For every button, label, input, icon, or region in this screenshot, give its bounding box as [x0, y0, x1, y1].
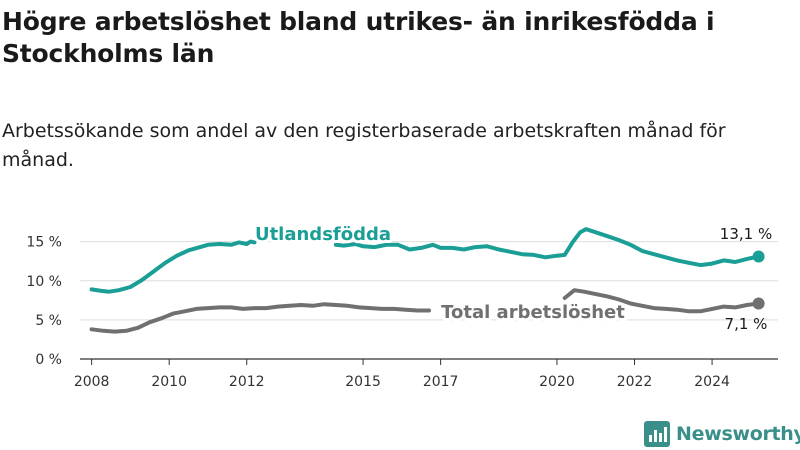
- y-tick-label: 15 %: [26, 235, 62, 251]
- end-value-total: 7,1 %: [725, 315, 768, 333]
- y-tick-label: 0 %: [35, 352, 62, 368]
- y-tick-label: 10 %: [26, 274, 62, 290]
- series-label-total: Total arbetslöshet: [441, 302, 625, 323]
- grid-lines: [80, 241, 778, 321]
- series-lines: [89, 227, 765, 334]
- x-axis-ticks: 2008 2010 2012 2015 2017 2020 2022 2024: [74, 359, 730, 390]
- chart-title: Högre arbetslöshet bland utrikes- än inr…: [2, 7, 715, 68]
- bar-chart-icon: [644, 421, 670, 447]
- x-tick-label: 2012: [229, 374, 265, 390]
- series-label-utlandsfodda: Utlandsfödda: [255, 224, 391, 245]
- chart-subtitle: Arbetssökande som andel av den registerb…: [2, 120, 726, 171]
- end-value-utlandsfodda: 13,1 %: [720, 225, 772, 243]
- y-axis-ticks: 0 % 5 % 10 % 15 %: [26, 235, 62, 368]
- series-line-utlandsfodda: [89, 239, 257, 294]
- x-tick-label: 2015: [345, 374, 381, 390]
- newsworthy-logo: Newsworthy: [644, 420, 800, 448]
- series-line-total: [89, 302, 431, 334]
- x-tick-label: 2022: [617, 374, 653, 390]
- y-tick-label: 5 %: [35, 313, 62, 329]
- x-tick-label: 2020: [539, 374, 575, 390]
- series-line-utlandsfodda: [333, 227, 761, 268]
- end-point-total: [752, 297, 765, 310]
- series-labels: Utlandsfödda Total arbetslöshet 13,1 % 7…: [252, 221, 772, 333]
- x-tick-label: 2017: [423, 374, 459, 390]
- brand-name: Newsworthy: [676, 423, 800, 445]
- x-tick-label: 2008: [74, 374, 110, 390]
- x-tick-label: 2010: [151, 374, 187, 390]
- series-line-total: [562, 288, 761, 314]
- x-tick-label: 2024: [694, 374, 730, 390]
- end-point-utlandsfodda: [752, 250, 765, 263]
